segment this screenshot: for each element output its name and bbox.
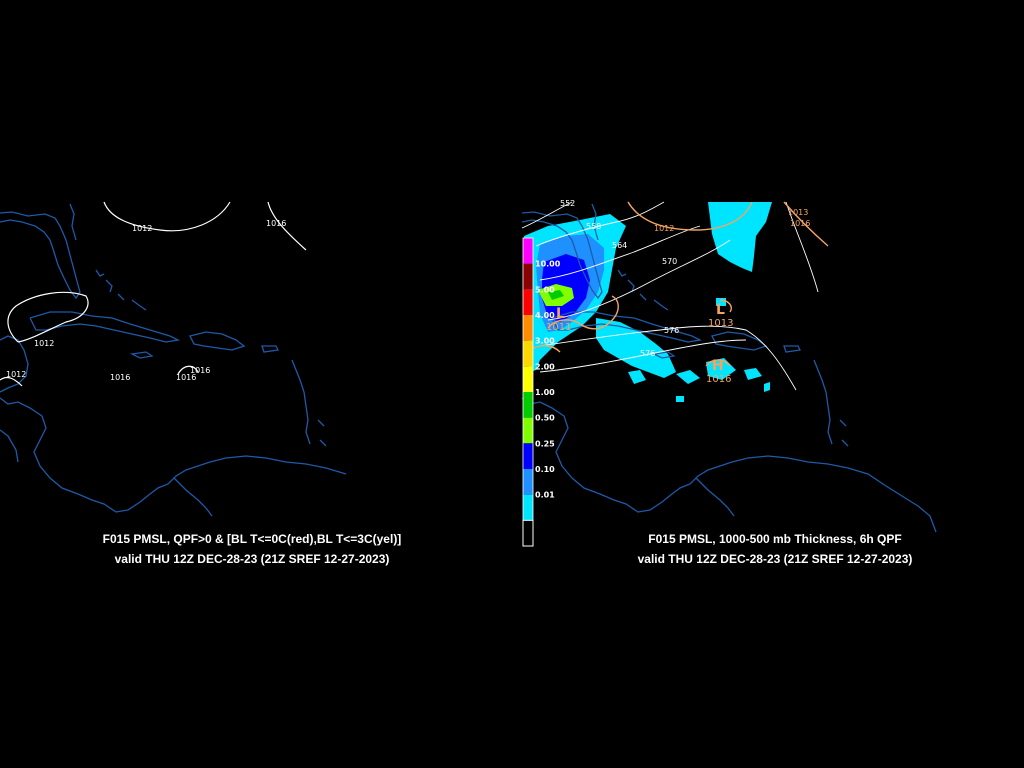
isobar-label: 1012 [6,370,26,379]
right-coastlines [521,203,937,533]
right-isobars [529,201,829,367]
right-panel-valid-time: valid THU 12Z DEC-28-23 (21Z SREF 12-27-… [637,552,913,566]
isobar-label: 1012 [654,224,674,233]
isobar-label: 1016 [176,373,196,382]
left-coastlines [0,203,347,517]
colorbar-swatch [523,315,533,341]
thickness-label: 576 [664,326,679,335]
isobar-label: 1016 [790,219,810,228]
thickness-label: 564 [612,241,627,250]
isobar-label: 1012 [34,339,54,348]
colorbar-label: 0.10 [535,465,555,474]
isobar-label: 1012 [132,224,152,233]
left-map-panel: 1012 1016 1012 1012 1016 1016 1016 [0,201,347,517]
qpf-shading [524,202,772,402]
colorbar-label: 10.00 [535,260,561,269]
colorbar-swatch [523,366,533,392]
left-isobars [0,201,307,387]
colorbar-label: 4.00 [535,311,555,320]
colorbar-swatch [523,392,533,418]
colorbar-swatch [523,340,533,367]
qpf-colorbar: 10.00 5.00 4.00 3.00 2.00 1.00 0.50 0.25 0.10 0.0… [522,237,561,547]
colorbar-label: 5.00 [535,285,555,294]
colorbar-swatch [522,519,534,547]
qpf-area-light [596,318,676,378]
low-pressure-center: L [556,306,565,322]
colorbar-swatch [523,238,533,264]
colorbar-label: 0.50 [535,414,555,423]
qpf-area-light [708,202,772,272]
colorbar-label: 2.00 [535,362,555,371]
high-pressure-value: 1016 [706,374,731,385]
isobar-label: 1013 [788,208,808,217]
left-panel-valid-time: valid THU 12Z DEC-28-23 (21Z SREF 12-27-… [114,552,390,566]
thickness-contours [521,201,819,391]
left-panel-title: F015 PMSL, QPF>0 & [BL T<=0C(red),BL T<=… [102,532,402,546]
right-panel-title: F015 PMSL, 1000-500 mb Thickness, 6h QPF [648,532,902,546]
colorbar-label: 0.01 [535,491,555,500]
colorbar-swatch [523,417,533,444]
isobar-label: 1016 [110,373,130,382]
thickness-label: 558 [586,222,601,231]
left-isobar-labels: 1012 1016 1012 1012 1016 1016 1016 [6,219,286,382]
colorbar-swatch [523,494,533,521]
colorbar-label: 3.00 [535,337,555,346]
low-pressure-value: 1013 [708,318,733,329]
colorbar-swatch [523,443,533,469]
low-pressure-value: 1011 [546,322,571,333]
isobar-label: 1016 [190,366,210,375]
colorbar-swatch [523,263,533,290]
colorbar-label: 0.25 [535,439,555,448]
low-pressure-center: L [716,302,725,318]
colorbar-label: 1.00 [535,388,555,397]
colorbar-outline [522,237,534,547]
right-map-panel: 552 558 564 570 576 576 1012 1016 1013 L… [521,199,937,547]
thickness-label: 570 [662,257,677,266]
colorbar-swatch [523,289,533,315]
thickness-label: 552 [560,199,575,208]
isobar-label: 1016 [266,219,286,228]
qpf-area-max [548,290,564,300]
right-contour-labels: 552 558 564 570 576 576 1012 1016 1013 L… [546,199,810,385]
colorbar-swatch [523,469,533,495]
thickness-label: 576 [640,349,655,358]
high-pressure-center: H [712,358,724,374]
